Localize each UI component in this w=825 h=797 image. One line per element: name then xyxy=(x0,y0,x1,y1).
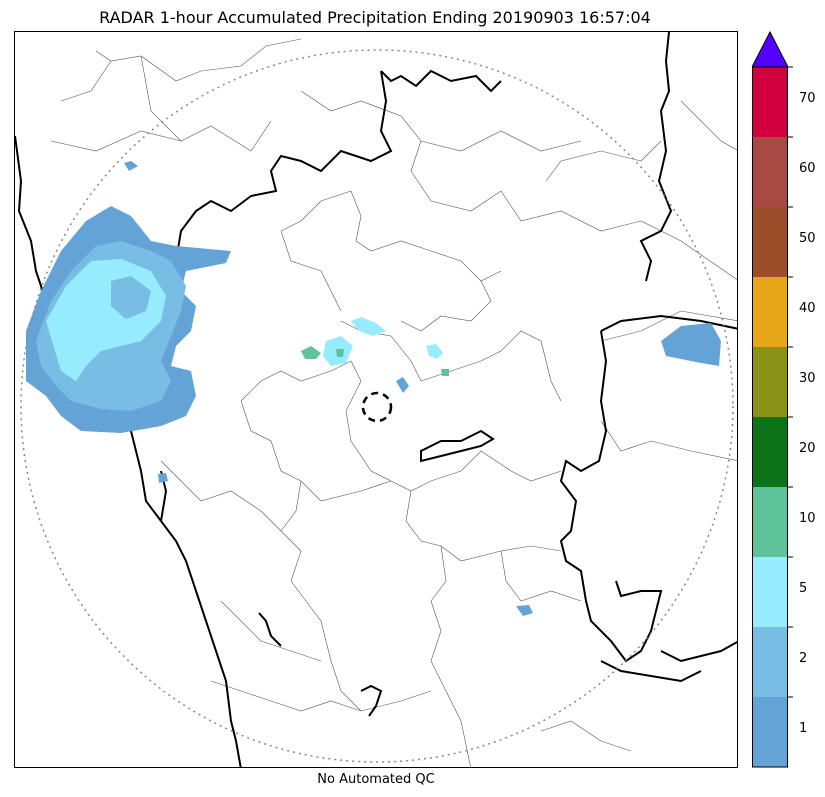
colorbar-segment xyxy=(752,277,788,347)
colorbar-tick: 2 xyxy=(799,651,808,666)
colorbar-segment xyxy=(752,557,788,627)
colorbar-tick: 30 xyxy=(799,371,816,386)
colorbar-segment xyxy=(752,137,788,207)
colorbar-segment xyxy=(752,347,788,417)
colorbar-outline xyxy=(752,66,788,768)
precipitation-echoes xyxy=(26,161,721,616)
qc-note: No Automated QC xyxy=(317,772,435,787)
colorbar-tick: 10 xyxy=(799,511,816,526)
colorbar-tick: 70 xyxy=(799,91,816,106)
colorbar-segment xyxy=(752,697,788,767)
colorbar-tick: 50 xyxy=(799,231,816,246)
colorbar-extend-arrow xyxy=(752,31,789,68)
radar-site-marker[interactable] xyxy=(361,391,393,423)
colorbar-tick: 1 xyxy=(799,721,808,736)
colorbar-segment xyxy=(752,487,788,557)
colorbar-segment xyxy=(752,417,788,487)
colorbar-tick: 40 xyxy=(799,301,816,316)
colorbar-tick: 5 xyxy=(799,581,808,596)
chart-title: RADAR 1-hour Accumulated Precipitation E… xyxy=(99,8,651,27)
colorbar-segment xyxy=(752,627,788,697)
colorbar-tick: 60 xyxy=(799,161,816,176)
district-boundaries xyxy=(50,38,737,767)
colorbar: 1 2 5 10 20 30 40 50 60 70 xyxy=(752,31,825,769)
radar-map[interactable] xyxy=(14,31,738,768)
colorbar-segment xyxy=(752,207,788,277)
colorbar-segment xyxy=(752,67,788,137)
range-ring xyxy=(20,49,734,763)
colorbar-tick: 20 xyxy=(799,441,816,456)
